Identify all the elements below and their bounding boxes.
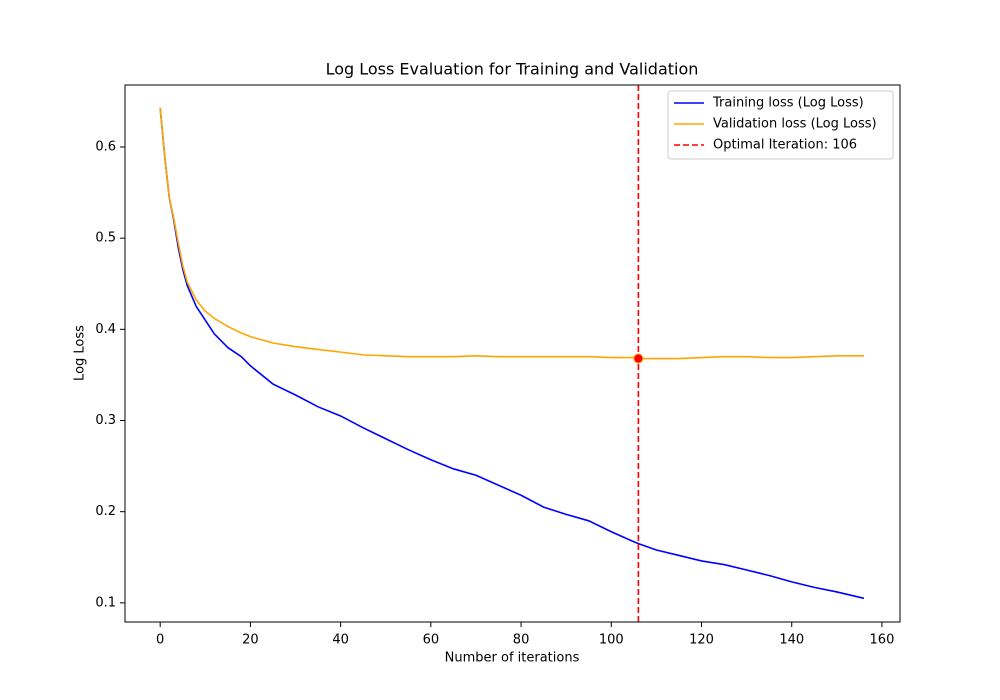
x-tick-label: 0 <box>156 633 164 648</box>
x-tick-label: 60 <box>423 633 440 648</box>
legend-label: Validation loss (Log Loss) <box>713 117 877 132</box>
y-axis-label: Log Loss <box>73 325 88 381</box>
y-tick-label: 0.1 <box>95 595 116 610</box>
series-line <box>159 107 865 600</box>
y-tick-label: 0.3 <box>95 413 116 428</box>
y-tick-label: 0.6 <box>95 139 116 154</box>
x-tick-label: 80 <box>513 633 530 648</box>
y-tick-label: 0.2 <box>95 504 116 519</box>
x-tick-label: 100 <box>599 633 624 648</box>
x-tick-label: 120 <box>689 633 714 648</box>
legend-box <box>667 90 894 160</box>
series-line <box>159 107 864 360</box>
chart-title: Log Loss Evaluation for Training and Val… <box>326 60 699 79</box>
legend-label: Training loss (Log Loss) <box>712 96 864 111</box>
plot-frame <box>124 84 901 623</box>
y-tick-label: 0.4 <box>95 322 116 337</box>
y-tick-label: 0.5 <box>95 231 116 246</box>
x-axis-label: Number of iterations <box>445 651 580 666</box>
optimal-marker <box>633 353 644 364</box>
x-tick-label: 160 <box>870 633 895 648</box>
x-tick-label: 20 <box>242 633 259 648</box>
x-tick-label: 140 <box>779 633 804 648</box>
x-tick-label: 40 <box>332 633 349 648</box>
legend-label: Optimal Iteration: 106 <box>713 138 857 153</box>
